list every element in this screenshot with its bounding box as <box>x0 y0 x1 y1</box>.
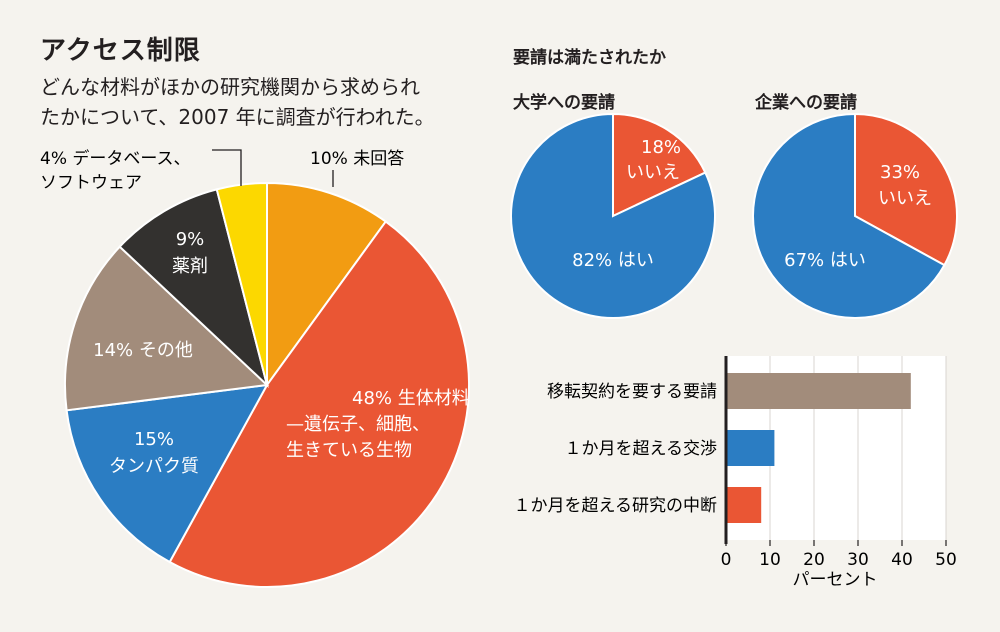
materials-pie <box>64 181 470 588</box>
bar <box>726 373 911 409</box>
drugs-label-pct: 9% <box>176 229 205 250</box>
no-answer-label: 10% 未回答 <box>310 149 404 169</box>
company-pie: 33% いいえ 67% はい <box>752 112 958 319</box>
biomaterials-label-line2: —遺伝子、細胞、 <box>286 414 430 435</box>
database-software-slice <box>215 181 268 386</box>
requests-group-title: 要請は満たされたか <box>513 48 666 68</box>
materials-pie-labels: 10% 未回答 4% データベース、ソフトウェア 48% 生体材料 —遺伝子、細胞、生… <box>40 148 470 477</box>
other-slice <box>64 245 270 412</box>
x-tick-label: 10 <box>759 550 781 570</box>
x-tick-label: 50 <box>935 550 957 570</box>
x-tick-label: 30 <box>847 550 869 570</box>
database-label-line2: ソフトウェア <box>40 173 142 193</box>
university-no-slice <box>612 112 707 218</box>
company-yes-slice <box>752 112 946 319</box>
subtitle-line-2: たかについて、2007 年に調査が行われた。 <box>40 105 435 129</box>
database-leader <box>212 149 242 186</box>
bar <box>726 487 762 523</box>
bar-category-label: 移転契約を要する要請 <box>547 382 717 402</box>
drugs-slice <box>118 188 269 389</box>
x-tick-label: 20 <box>803 550 825 570</box>
university-pie: 18% いいえ 82% はい <box>510 112 716 319</box>
protein-label-pct: 15% <box>134 429 174 450</box>
biomaterials-label-line1: 48% 生体材料 <box>352 388 470 409</box>
university-no-label: いいえ <box>626 162 680 183</box>
reasons-bar-chart: 0 10 20 30 40 50 移転契約を要する要請 １か月を超える交渉 １か月を超える研究の… <box>514 356 957 590</box>
other-label: 14% その他 <box>93 340 193 361</box>
protein-slice <box>65 383 269 564</box>
university-yes-slice <box>510 112 716 319</box>
chart-title: アクセス制限 <box>40 36 201 66</box>
bar-category-label: １か月を超える交渉 <box>565 439 718 459</box>
bar <box>726 430 775 466</box>
company-no-slice <box>854 112 958 267</box>
company-no-pct: 33% <box>880 162 920 183</box>
drugs-label-name: 薬剤 <box>172 256 208 277</box>
protein-label-name: タンパク質 <box>109 456 199 477</box>
university-pie-title: 大学への要請 <box>513 93 615 113</box>
university-no-pct: 18% <box>641 137 681 158</box>
database-label-line1: 4% データベース、 <box>40 148 191 169</box>
x-axis-label: パーセント <box>793 570 878 590</box>
company-pie-title: 企業への要請 <box>755 93 857 113</box>
bar-category-label: １か月を超える研究の中断 <box>514 496 718 516</box>
university-yes-label: 82% はい <box>572 250 654 271</box>
x-tick-label: 40 <box>891 550 913 570</box>
biomaterials-label-line3: 生きている生物 <box>286 440 412 461</box>
subtitle-line-1: どんな材料がほかの研究機関から求められ <box>40 75 420 99</box>
no-answer-slice <box>266 181 388 389</box>
biomaterials-slice <box>168 220 470 588</box>
company-no-label: いいえ <box>878 188 932 209</box>
company-yes-label: 67% はい <box>784 250 866 271</box>
chart-subtitle: どんな材料がほかの研究機関から求められ たかについて、2007 年に調査が行われ… <box>40 72 510 132</box>
x-tick-label: 0 <box>721 550 732 570</box>
